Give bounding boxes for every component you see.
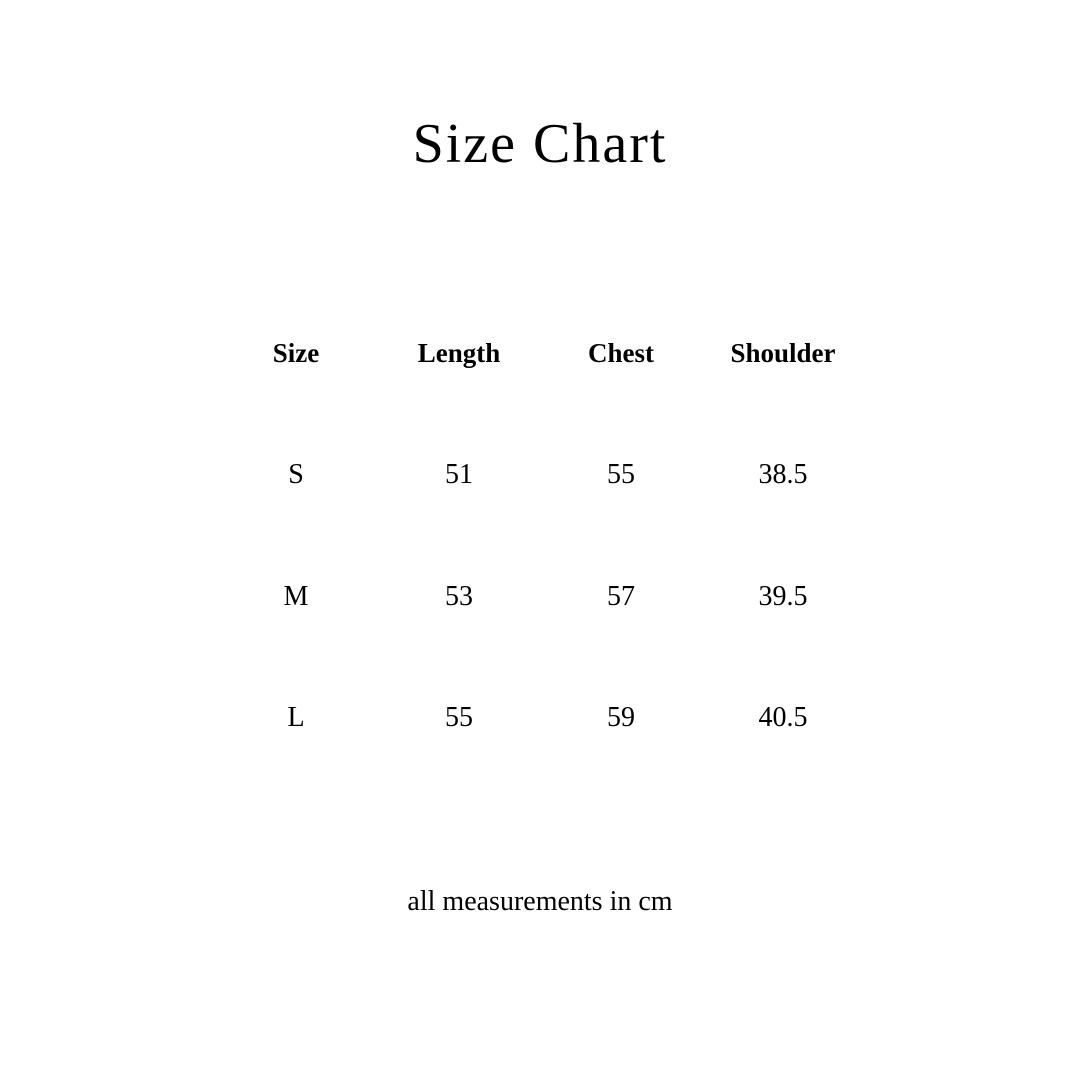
row-s-chest: 55 (607, 459, 635, 490)
row-l-chest: 59 (607, 702, 635, 733)
measurement-note: all measurements in cm (407, 886, 673, 917)
row-s-size: S (288, 459, 304, 490)
header-shoulder: Shoulder (730, 338, 836, 368)
page-title: Size Chart (412, 113, 668, 175)
row-m-chest: 57 (607, 581, 635, 612)
row-m-length: 53 (445, 581, 473, 612)
row-l-size: L (287, 702, 305, 733)
header-length: Length (417, 338, 501, 368)
header-size: Size (272, 338, 320, 368)
row-s-shoulder: 38.5 (758, 459, 808, 490)
header-chest: Chest (588, 338, 654, 368)
row-l-shoulder: 40.5 (758, 702, 808, 733)
row-m-size: M (283, 581, 309, 612)
row-m-shoulder: 39.5 (758, 581, 808, 612)
row-l-length: 55 (445, 702, 473, 733)
row-s-length: 51 (445, 459, 473, 490)
